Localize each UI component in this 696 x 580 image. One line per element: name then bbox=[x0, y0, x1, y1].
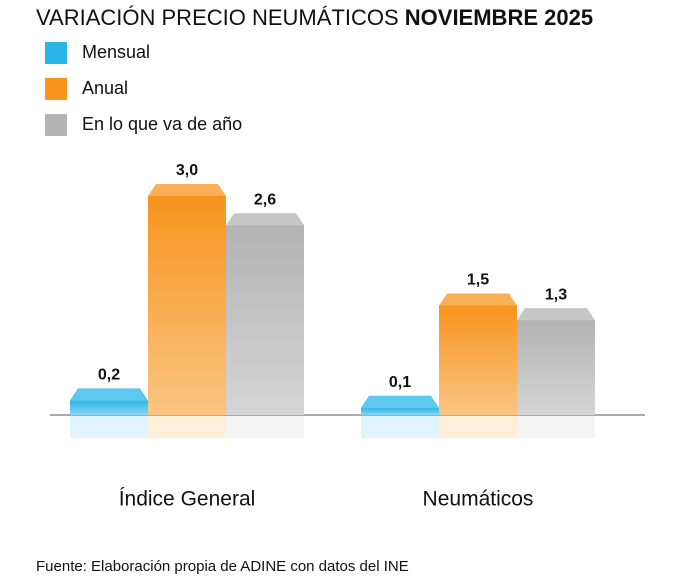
reflection bbox=[439, 416, 517, 438]
reflection bbox=[226, 416, 304, 438]
bar-top bbox=[148, 184, 226, 196]
bar-shine bbox=[439, 305, 517, 415]
bar-top bbox=[70, 388, 148, 401]
value-label: 0,1 bbox=[389, 374, 411, 391]
value-label: 1,5 bbox=[467, 272, 489, 289]
bar-top bbox=[517, 308, 595, 321]
value-label: 3,0 bbox=[176, 162, 198, 179]
reflection bbox=[361, 416, 439, 438]
legend-swatch bbox=[45, 114, 67, 136]
x-tick-label: Índice General bbox=[119, 488, 256, 511]
x-tick-label: Neumáticos bbox=[423, 488, 534, 511]
value-label: 0,2 bbox=[98, 367, 120, 384]
bar-shine bbox=[70, 400, 148, 415]
source-note: Fuente: Elaboración propia de ADINE con … bbox=[36, 558, 409, 575]
bar-shine bbox=[517, 320, 595, 415]
bar-top bbox=[226, 213, 304, 226]
legend-swatch bbox=[45, 42, 67, 64]
legend-label: Anual bbox=[82, 78, 128, 98]
value-label: 2,6 bbox=[254, 191, 276, 208]
legend-swatch bbox=[45, 78, 67, 100]
chart-title: VARIACIÓN PRECIO NEUMÁTICOS NOVIEMBRE 20… bbox=[36, 5, 593, 30]
bar-shine bbox=[226, 225, 304, 415]
bar-top bbox=[439, 293, 517, 306]
legend-label: En lo que va de año bbox=[82, 114, 242, 134]
reflection bbox=[148, 416, 226, 438]
bar-shine bbox=[361, 407, 439, 415]
reflection bbox=[70, 416, 148, 438]
reflection bbox=[517, 416, 595, 438]
bar-shine bbox=[148, 196, 226, 415]
bar-top bbox=[361, 395, 439, 408]
value-label: 1,3 bbox=[545, 286, 567, 303]
legend-label: Mensual bbox=[82, 42, 150, 62]
